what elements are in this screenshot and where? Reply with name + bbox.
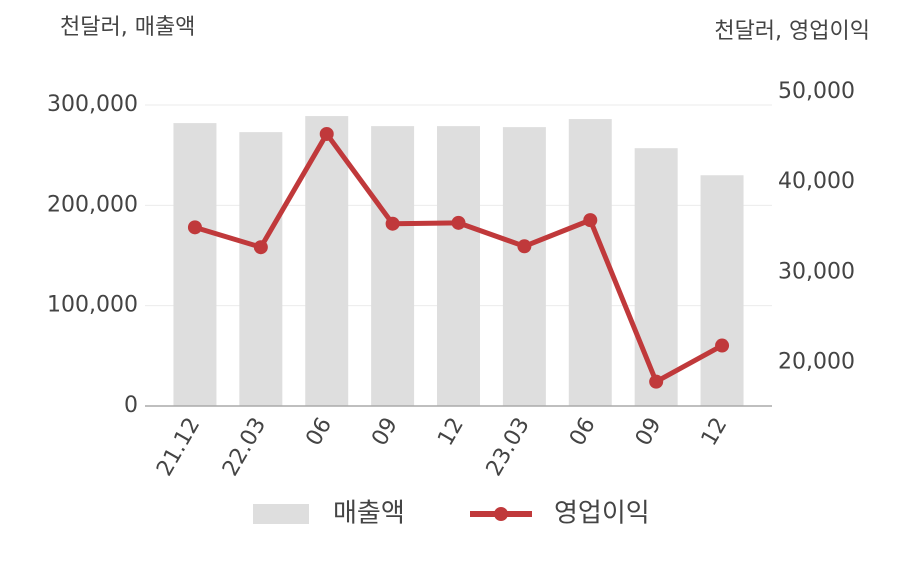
x-tick-label: 23.03 <box>482 414 535 481</box>
line-point <box>187 220 202 235</box>
line-point <box>319 126 334 141</box>
legend-label: 영업이익 <box>554 499 650 529</box>
y2-axis-label: 천달러, 영업이익 <box>714 19 870 44</box>
x-tick-label: 12 <box>697 414 733 451</box>
bar <box>634 148 678 407</box>
y-tick-label: 100,000 <box>47 293 138 318</box>
line-point <box>451 215 466 230</box>
bar <box>568 119 612 406</box>
line-point <box>715 338 730 353</box>
x-tick-label: 09 <box>367 414 403 451</box>
line-point <box>253 240 268 255</box>
line-point <box>517 239 532 254</box>
y-tick-label: 0 <box>124 393 138 418</box>
y-tick-label: 300,000 <box>47 92 138 117</box>
legend-label: 매출액 <box>333 499 405 529</box>
x-tick-label: 22.03 <box>218 414 271 481</box>
x-tick-label: 12 <box>433 414 469 451</box>
bar <box>502 127 546 407</box>
line-point <box>385 216 400 231</box>
x-tick-label: 09 <box>631 414 667 451</box>
y2-tick-label: 50,000 <box>778 79 855 104</box>
bar <box>173 123 217 406</box>
line-point <box>583 213 598 228</box>
y2-tick-label: 20,000 <box>778 350 855 375</box>
y-axis-label: 천달러, 매출액 <box>60 15 195 40</box>
bar <box>371 126 415 406</box>
x-tick-label: 21.12 <box>152 414 205 481</box>
bar <box>239 132 283 406</box>
legend-swatch <box>253 504 309 524</box>
y2-tick-label: 30,000 <box>778 259 855 284</box>
y-tick-label: 200,000 <box>47 192 138 217</box>
bar <box>437 126 480 406</box>
line-point <box>649 374 664 389</box>
legend-swatch <box>494 507 508 521</box>
bar <box>305 116 349 407</box>
x-tick-label: 06 <box>301 414 337 451</box>
y2-tick-label: 40,000 <box>778 169 855 194</box>
bar <box>700 175 744 406</box>
x-tick-label: 06 <box>565 414 601 451</box>
